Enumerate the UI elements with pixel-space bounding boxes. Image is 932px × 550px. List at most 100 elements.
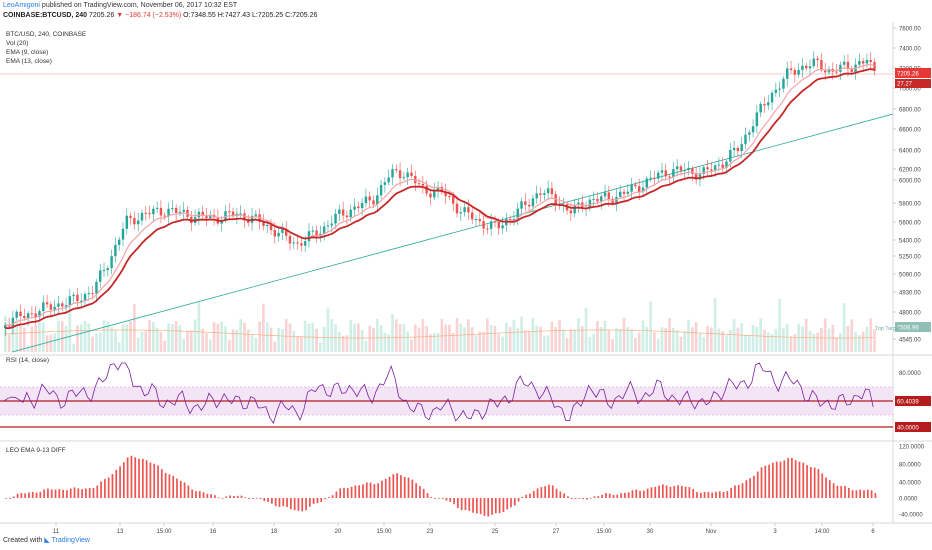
diff-bar [354,485,357,498]
volume-bar [326,308,330,352]
volume-bar [592,333,595,352]
volume-bar [717,328,721,352]
diff-bar [286,498,288,508]
diff-bar [434,498,436,499]
candle-body [827,69,831,73]
volume-bar [315,328,318,352]
candle-body [649,177,652,179]
diff-bar [168,474,171,498]
volume-bar [482,331,485,352]
diff-bar [593,496,596,498]
candle-body [334,213,337,224]
diff-bar [460,498,463,511]
diff-bar [715,491,717,498]
diff-bar [677,485,679,498]
candle-body [99,270,102,282]
volume-bar [117,342,121,352]
candle-body [83,293,87,301]
diff-bar [532,491,535,498]
volume-bar [436,332,440,352]
volume-bar [391,314,394,352]
rsi-level-badge-label: 40.0000 [897,426,919,432]
diff-bar [620,493,622,498]
volume-bar [835,337,838,352]
published-text: published on TradingView.com, November 0… [41,2,238,9]
diff-bar [658,485,660,498]
diff-bar [559,491,562,498]
candle-body [801,65,804,70]
candle-body [357,206,360,209]
volume-bar [174,321,178,352]
candle-body [171,207,174,209]
diff-bar [195,491,197,498]
candle-body [789,68,793,71]
candle-body [596,199,599,202]
candle-body [774,89,778,93]
diff-bar [722,491,725,498]
volume-bar [60,321,64,352]
candle-body [87,293,91,295]
volume-bar [858,335,861,352]
diff-bar [540,487,543,498]
diff-bar [62,489,64,498]
symbol-info: COINBASE:BTCUSD, 240 7205.26 ▼ −186.74 (… [3,12,317,19]
candle-body [178,211,182,213]
candle-body [125,215,129,229]
diff-bar [141,458,144,498]
candle-body [611,198,614,204]
footer: Created with ◣ TradingView [3,536,90,544]
volume-bar [501,336,504,352]
volume-bar [542,335,546,352]
author-link[interactable]: LeoAmigoni [3,2,40,9]
candle-body [679,166,683,171]
diff-bar [506,498,509,510]
volume-bar [649,301,652,352]
diff-bar [586,498,588,500]
footer-brand[interactable]: TradingView [51,537,90,544]
diff-bar [153,463,156,498]
diff-bar [665,485,668,498]
volume-bar [243,322,246,352]
time-axis-label: 18 [271,529,278,535]
volume-bar [64,326,68,352]
diff-bar [176,478,178,498]
volume-bar [512,319,516,352]
candle-body [759,104,762,113]
candle-body [804,65,808,69]
chart-canvas[interactable]: 7600.007400.007200.007000.006800.006600.… [0,22,932,536]
volume-bar [474,335,478,352]
volume-bar [224,326,227,352]
volume-bar [812,333,816,352]
candle-body [91,293,94,295]
diff-bar [768,464,770,498]
volume-bar [854,332,857,352]
diff-bar [214,495,216,498]
volume-bar [785,323,789,352]
diff-bar [608,493,611,498]
candle-body [296,242,299,244]
diff-bar [696,492,698,498]
diff-bar [392,474,395,498]
candle-body [102,270,106,272]
diff-bar [574,498,577,499]
diff-bar [377,483,380,498]
volume-bar [98,332,102,352]
volume-bar [691,327,694,352]
diff-bar [631,490,634,498]
volume-bar [869,318,873,352]
diff-bar [267,498,269,502]
diff-bar [316,498,319,504]
candle-body [80,300,83,302]
volume-bar [577,318,580,352]
candle-body [565,204,569,211]
volume-bar [432,333,436,352]
volume-bar [186,330,189,352]
footer-created-with: Created with [3,537,43,544]
volume-bar [702,337,706,352]
volume-bar [546,335,550,352]
diff-bar [92,488,95,498]
diff-bar [517,498,520,502]
candle-body [34,313,37,317]
candle-body [497,221,500,229]
last-price: 7205.26 [88,12,115,19]
